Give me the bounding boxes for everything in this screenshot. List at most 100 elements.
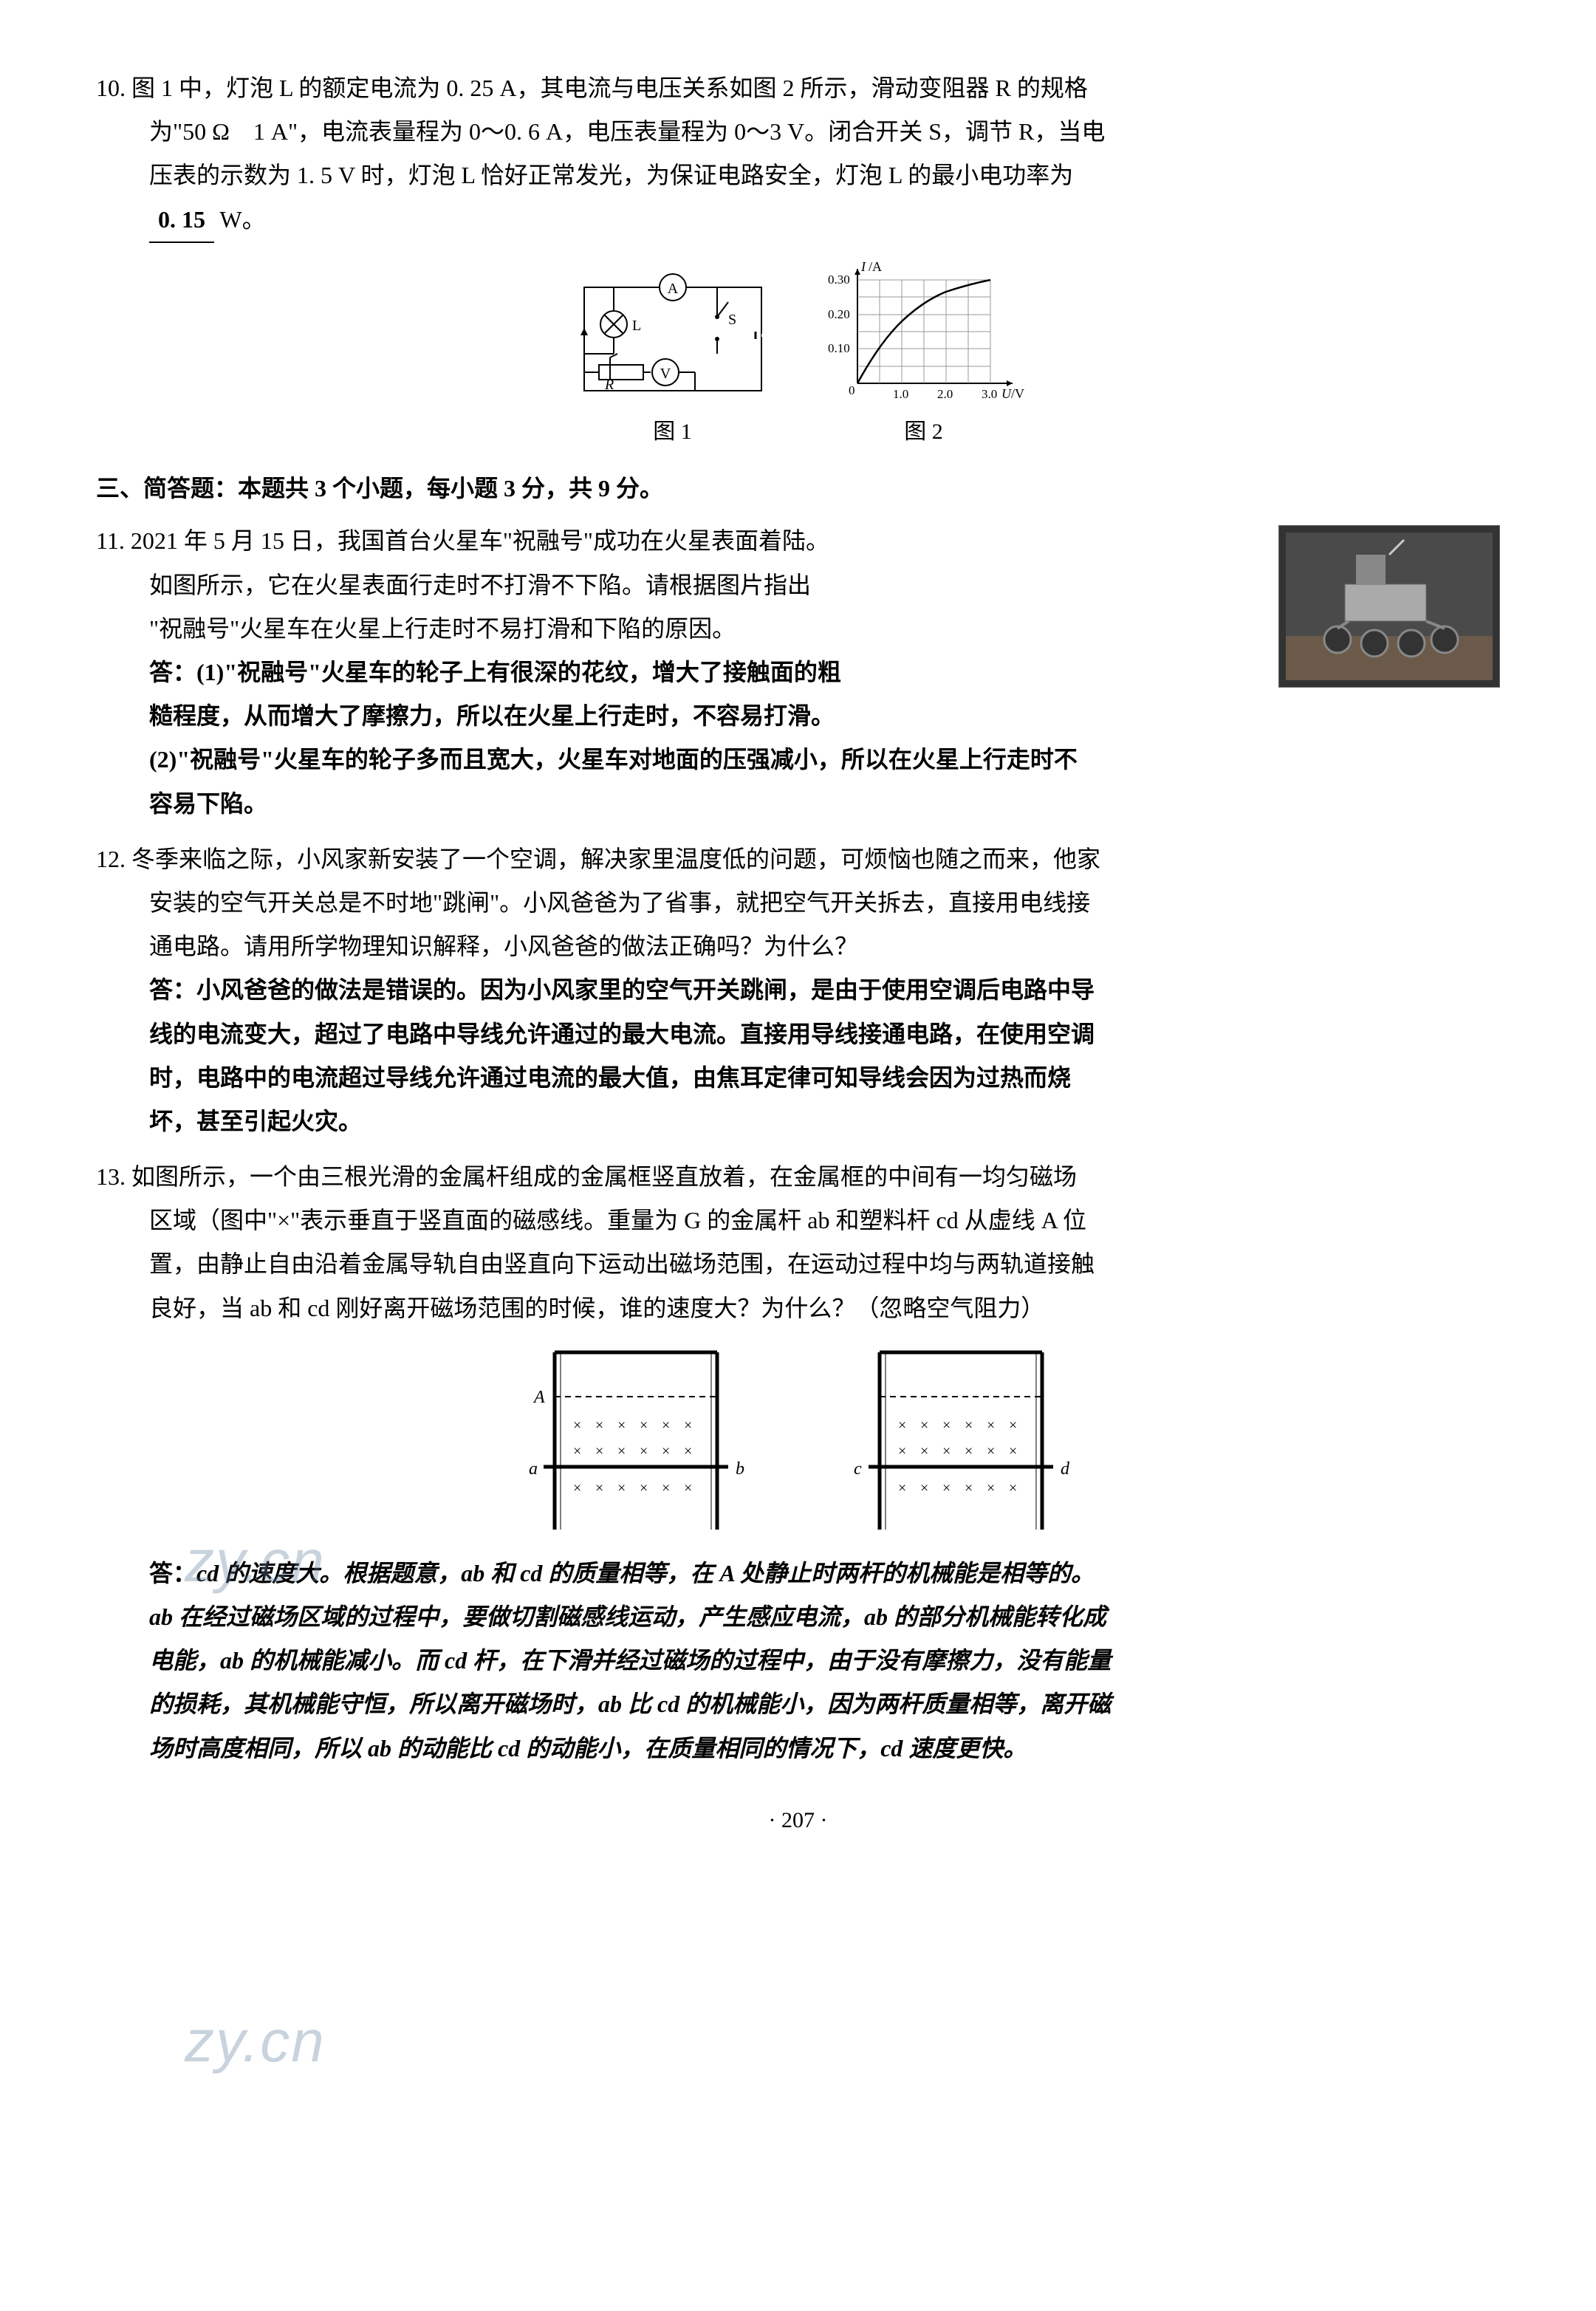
svg-text:×: × <box>595 1443 603 1459</box>
svg-text:U: U <box>1001 386 1012 401</box>
rover-image <box>1278 525 1500 688</box>
svg-text:L: L <box>632 318 641 334</box>
svg-text:×: × <box>617 1480 626 1496</box>
svg-text:×: × <box>684 1417 692 1434</box>
svg-text:×: × <box>617 1417 626 1434</box>
svg-text:×: × <box>898 1443 906 1459</box>
q13-ans2: ab 在经过磁场区域的过程中，要做切割磁感线运动，产生感应电流，ab 的部分机械… <box>96 1595 1500 1639</box>
circuit-diagram: A L S <box>569 273 776 405</box>
svg-text:×: × <box>942 1417 951 1434</box>
q13-ans1-prefix: 答： <box>149 1560 196 1586</box>
q11-line1: 2021 年 5 月 15 日，我国首台火星车"祝融号"成功在火星表面着陆。 <box>131 527 829 554</box>
svg-text:×: × <box>920 1443 928 1459</box>
q12-line2: 安装的空气开关总是不时地"跳闸"。小风爸爸为了省事，就把空气开关拆去，直接用电线… <box>96 881 1500 925</box>
iv-graph: I/A U/V 0.30 <box>821 258 1027 405</box>
svg-text:×: × <box>640 1443 648 1459</box>
question-10: 10. 图 1 中，灯泡 L 的额定电流为 0. 25 A，其电流与电压关系如图… <box>96 66 1500 452</box>
q11-ans3: (2)"祝融号"火星车的轮子多而且宽大，火星车对地面的压强减小，所以在火星上行走… <box>96 738 1500 781</box>
q11-ans2: 糙程度，从而增大了摩擦力，所以在火星上行走时，不容易打滑。 <box>96 694 1500 738</box>
svg-text:c: c <box>854 1459 862 1479</box>
q13-line3: 置，由静止自由沿着金属导轨自由竖直向下运动出磁场范围，在运动过程中均与两轨道接触 <box>96 1242 1500 1286</box>
svg-text:×: × <box>987 1417 995 1434</box>
q13-line1: 如图所示，一个由三根光滑的金属杆组成的金属框竖直放着，在金属框的中间有一均匀磁场 <box>131 1163 1077 1190</box>
q13-ans4: 的损耗，其机械能守恒，所以离开磁场时，ab 比 cd 的机械能小，因为两杆质量相… <box>96 1682 1500 1726</box>
svg-text:/V: /V <box>1011 386 1024 401</box>
q10-fig1-label: 图 1 <box>653 411 692 453</box>
svg-text:×: × <box>942 1443 951 1459</box>
svg-text:×: × <box>965 1480 973 1496</box>
svg-text:S: S <box>728 312 736 328</box>
svg-text:×: × <box>965 1417 973 1434</box>
svg-text:/A: /A <box>869 259 882 274</box>
svg-text:×: × <box>640 1417 648 1434</box>
svg-text:×: × <box>573 1480 581 1496</box>
svg-text:×: × <box>640 1480 648 1496</box>
svg-text:A: A <box>532 1388 545 1407</box>
q13-number: 13. <box>96 1163 126 1190</box>
q13-ans5: 场时高度相同，所以 ab 的动能比 cd 的动能小，在质量相同的情况下，cd 速… <box>96 1727 1500 1770</box>
section3-header: 三、简答题：本题共 3 个小题，每小题 3 分，共 9 分。 <box>96 467 1500 510</box>
rover-icon <box>1286 533 1493 680</box>
q10-fig2-label: 图 2 <box>904 411 943 453</box>
svg-text:×: × <box>942 1480 951 1496</box>
q12-ans3: 时，电路中的电流超过导线允许通过电流的最大值，由焦耳定律可知导线会因为过热而烧 <box>96 1056 1500 1100</box>
svg-text:×: × <box>920 1417 928 1434</box>
svg-text:A: A <box>667 281 678 297</box>
q10-line3: 压表的示数为 1. 5 V 时，灯泡 L 恰好正常发光，为保证电路安全，灯泡 L… <box>96 154 1500 197</box>
q10-figures: A L S <box>96 258 1500 453</box>
q11-number: 11. <box>96 527 125 554</box>
svg-text:×: × <box>662 1480 670 1496</box>
page-container: zy.cn zy.cn 10. 图 1 中，灯泡 L 的额定电流为 0. 25 … <box>96 66 1500 1841</box>
q12-line1: 冬季来临之际，小风家新安装了一个空调，解决家里温度低的问题，可烦恼也随之而来，他… <box>131 846 1100 872</box>
q13-ans1-body: cd 的速度大。根据题意，ab 和 cd 的质量相等，在 A 处静止时两杆的机械… <box>196 1560 1095 1586</box>
svg-text:×: × <box>684 1443 692 1459</box>
question-13: 13. 如图所示，一个由三根光滑的金属杆组成的金属框竖直放着，在金属框的中间有一… <box>96 1155 1500 1770</box>
svg-text:×: × <box>1009 1443 1017 1459</box>
q13-ans3: 电能，ab 的机械能减小。而 cd 杆，在下滑并经过磁场的过程中，由于没有摩擦力… <box>96 1639 1500 1682</box>
svg-text:0: 0 <box>849 383 855 397</box>
q10-line2: 为"50 Ω 1 A"，电流表量程为 0～0. 6 A，电压表量程为 0～3 V… <box>96 110 1500 154</box>
q10-answer-blank: 0. 15 <box>149 198 214 243</box>
svg-text:×: × <box>987 1443 995 1459</box>
svg-text:0.10: 0.10 <box>828 341 850 355</box>
svg-text:×: × <box>1009 1417 1017 1434</box>
magnetic-frame-ab: A × × × × × × × × × × × × × × × × × × a b <box>503 1345 769 1537</box>
q13-line2: 区域（图中"×"表示垂直于竖直面的磁感线。重量为 G 的金属杆 ab 和塑料杆 … <box>96 1199 1500 1242</box>
svg-text:d: d <box>1061 1459 1070 1479</box>
watermark-2: zy.cn <box>185 1987 326 2096</box>
svg-text:3.0: 3.0 <box>982 387 997 401</box>
svg-text:a: a <box>529 1459 538 1479</box>
svg-text:×: × <box>662 1443 670 1459</box>
q12-number: 12. <box>96 846 126 872</box>
svg-text:×: × <box>573 1417 581 1434</box>
svg-text:×: × <box>965 1443 973 1459</box>
q10-answer-line: 0. 15 W。 <box>96 198 1500 243</box>
svg-text:b: b <box>736 1459 744 1479</box>
svg-text:×: × <box>987 1480 995 1496</box>
svg-text:×: × <box>617 1443 626 1459</box>
svg-text:×: × <box>662 1417 670 1434</box>
q12-line3: 通电路。请用所学物理知识解释，小风爸爸的做法正确吗？为什么？ <box>96 925 1500 968</box>
svg-text:0.20: 0.20 <box>828 307 850 321</box>
q13-figures: A × × × × × × × × × × × × × × × × × × a b × × × × × × × × × × × ×… <box>96 1345 1500 1537</box>
svg-text:×: × <box>595 1417 603 1434</box>
q10-unit: W。 <box>219 206 265 233</box>
q10-number: 10. <box>96 75 126 101</box>
svg-text:×: × <box>573 1443 581 1459</box>
q12-ans2: 线的电流变大，超过了电路中导线允许通过的最大电流。直接用导线接通电路，在使用空调 <box>96 1013 1500 1056</box>
q12-ans4: 坏，甚至引起火灾。 <box>96 1100 1500 1143</box>
svg-text:V: V <box>660 366 671 382</box>
svg-text:I: I <box>860 259 866 274</box>
q12-ans1: 答：小风爸爸的做法是错误的。因为小风家里的空气开关跳闸，是由于使用空调后电路中导 <box>96 968 1500 1012</box>
svg-text:×: × <box>684 1480 692 1496</box>
svg-text:2.0: 2.0 <box>937 387 953 401</box>
q10-line1: 图 1 中，灯泡 L 的额定电流为 0. 25 A，其电流与电压关系如图 2 所… <box>131 75 1088 101</box>
q10-fig2-block: I/A U/V 0.30 <box>821 258 1027 453</box>
svg-text:×: × <box>898 1417 906 1434</box>
q11-ans4: 容易下陷。 <box>96 782 1500 826</box>
q13-line4: 良好，当 ab 和 cd 刚好离开磁场范围的时候，谁的速度大？为什么？（忽略空气… <box>96 1287 1500 1330</box>
svg-text:×: × <box>595 1480 603 1496</box>
question-11: 11. 2021 年 5 月 15 日，我国首台火星车"祝融号"成功在火星表面着… <box>96 519 1500 825</box>
svg-text:×: × <box>920 1480 928 1496</box>
q10-fig1-block: A L S <box>569 273 776 453</box>
